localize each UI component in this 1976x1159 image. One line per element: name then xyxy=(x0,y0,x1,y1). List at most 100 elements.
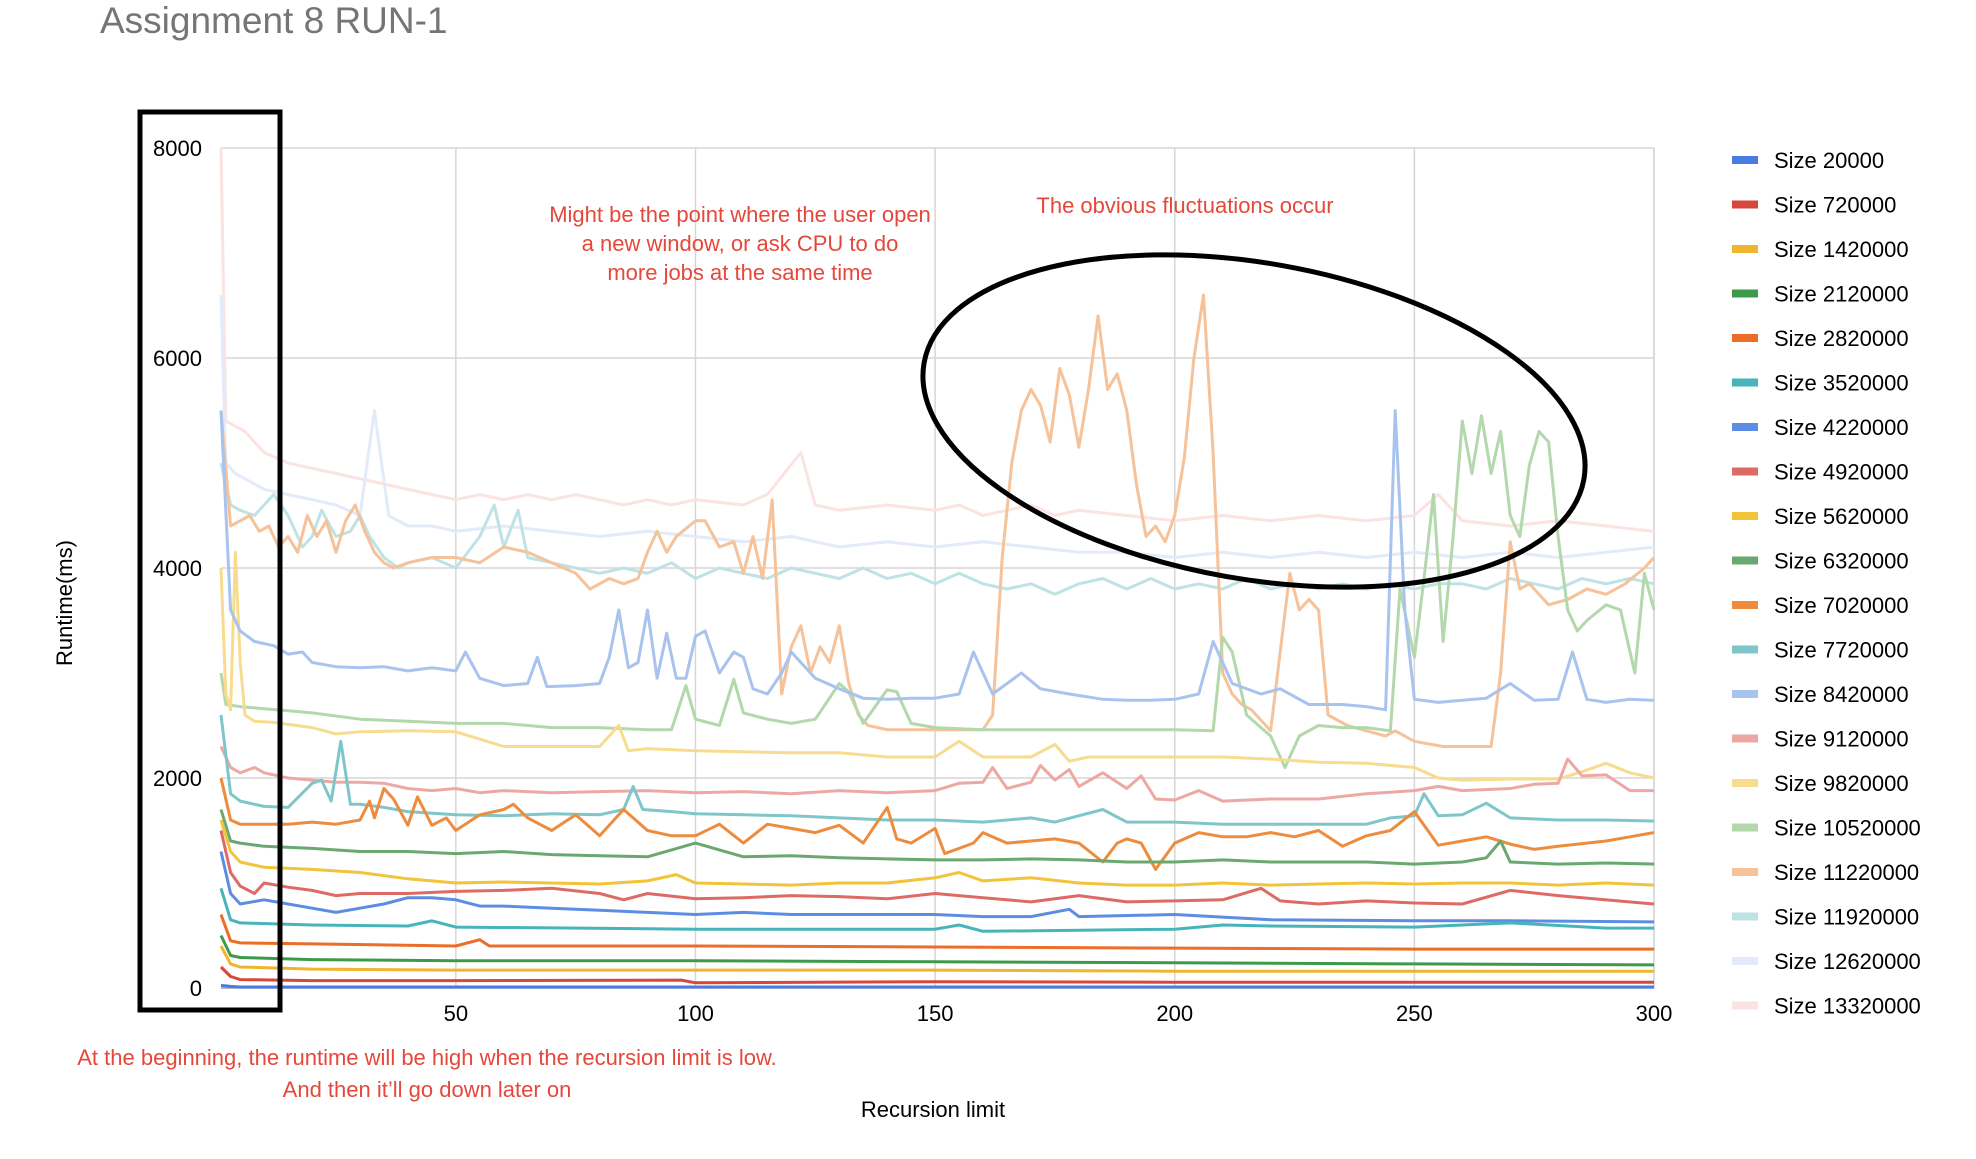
legend-swatch xyxy=(1732,200,1758,209)
series-line xyxy=(219,809,1655,866)
series-line xyxy=(219,294,1655,559)
series-line xyxy=(219,293,1656,748)
legend-swatch xyxy=(1732,512,1758,520)
y-tick-label: 4000 xyxy=(153,556,202,581)
legend-label: Size 11920000 xyxy=(1774,905,1919,930)
legend-item: Size 4920000 xyxy=(1732,460,1909,485)
tick-layer: 50 100 150 200 250 300 0 2000 4000 6000 8000 xyxy=(153,136,1672,1026)
series-line xyxy=(219,819,1655,887)
y-tick-label: 2000 xyxy=(153,766,202,791)
x-axis-label: Recursion limit xyxy=(861,1097,1005,1122)
legend-item: Size 7020000 xyxy=(1732,593,1909,618)
legend-label: Size 4920000 xyxy=(1774,460,1909,485)
legend-label: Size 12620000 xyxy=(1774,949,1921,974)
annotation-peak-line: Might be the point where the user open xyxy=(549,202,931,227)
legend-swatch xyxy=(1732,334,1758,342)
legend-item: Size 10520000 xyxy=(1732,816,1921,841)
y-tick-label: 8000 xyxy=(153,136,202,161)
series-line xyxy=(219,777,1655,871)
legend-swatch xyxy=(1732,289,1758,298)
series-line xyxy=(219,830,1655,906)
legend-item: Size 9120000 xyxy=(1732,727,1909,752)
annotation-peak-line: more jobs at the same time xyxy=(607,260,872,285)
legend-item: Size 20000 xyxy=(1732,148,1884,173)
legend-swatch xyxy=(1732,245,1758,253)
legend-swatch xyxy=(1732,423,1758,431)
fluctuation-ellipse xyxy=(920,252,1588,590)
legend-label: Size 8420000 xyxy=(1774,682,1909,707)
legend-label: Size 7020000 xyxy=(1774,593,1909,618)
legend-label: Size 7720000 xyxy=(1774,638,1909,663)
legend-swatch xyxy=(1732,734,1758,743)
legend-swatch xyxy=(1732,556,1758,565)
legend-label: Size 13320000 xyxy=(1774,994,1921,1019)
highlight-box xyxy=(137,109,283,1013)
y-tick-label: 6000 xyxy=(153,346,202,371)
legend-item: Size 7720000 xyxy=(1732,638,1909,663)
legend-swatch xyxy=(1732,823,1758,832)
series-line xyxy=(219,414,1656,769)
series-line xyxy=(220,983,1654,989)
legend-item: Size 13320000 xyxy=(1732,994,1921,1019)
legend-item: Size 5620000 xyxy=(1732,504,1909,529)
series-line xyxy=(219,913,1654,951)
annotation-begin-line2: And then it’ll go down later on xyxy=(283,1077,572,1102)
legend-label: Size 4220000 xyxy=(1774,415,1909,440)
legend-swatch xyxy=(1732,912,1758,921)
annotation-peak-line: a new window, or ask CPU to do xyxy=(582,231,899,256)
legend-label: Size 11220000 xyxy=(1774,860,1919,885)
legend-label: Size 5620000 xyxy=(1774,504,1909,529)
legend-swatch xyxy=(1732,957,1758,965)
legend-swatch xyxy=(1732,378,1758,387)
legend-label: Size 2820000 xyxy=(1774,326,1909,351)
legend-label: Size 3520000 xyxy=(1774,371,1909,396)
legend-label: Size 20000 xyxy=(1774,148,1884,173)
legend-label: Size 10520000 xyxy=(1774,816,1921,841)
annotation-begin-line1: At the beginning, the runtime will be hi… xyxy=(77,1045,776,1070)
series-layer xyxy=(219,147,1656,989)
legend-label: Size 9120000 xyxy=(1774,727,1909,752)
legend-swatch xyxy=(1732,156,1758,164)
x-tick-label: 300 xyxy=(1636,1001,1673,1026)
series-line xyxy=(219,887,1654,933)
legend-item: Size 6320000 xyxy=(1732,549,1909,574)
legend-swatch xyxy=(1732,779,1758,787)
annotation-peak: Might be the point where the user open a … xyxy=(549,202,931,285)
legend-item: Size 8420000 xyxy=(1732,682,1909,707)
series-line xyxy=(219,945,1654,973)
legend-label: Size 1420000 xyxy=(1774,237,1909,262)
legend-swatch xyxy=(1732,645,1758,654)
x-tick-label: 100 xyxy=(677,1001,714,1026)
y-tick-label: 0 xyxy=(190,976,202,1001)
legend-item: Size 720000 xyxy=(1732,193,1896,218)
legend-label: Size 9820000 xyxy=(1774,771,1909,796)
series-line xyxy=(219,147,1655,533)
x-tick-label: 50 xyxy=(444,1001,468,1026)
legend-swatch xyxy=(1732,1001,1758,1010)
legend-label: Size 6320000 xyxy=(1774,549,1909,574)
x-tick-label: 200 xyxy=(1156,1001,1193,1026)
legend-swatch xyxy=(1732,868,1758,876)
legend-label: Size 720000 xyxy=(1774,193,1896,218)
annotation-fluctuation: The obvious fluctuations occur xyxy=(1036,193,1333,218)
y-axis-label: Runtime(ms) xyxy=(52,540,77,666)
legend-item: Size 2820000 xyxy=(1732,326,1909,351)
chart-title: Assignment 8 RUN-1 xyxy=(100,0,448,41)
legend-swatch xyxy=(1732,690,1758,698)
legend-swatch xyxy=(1732,601,1758,609)
legend-label: Size 2120000 xyxy=(1774,282,1909,307)
legend-item: Size 9820000 xyxy=(1732,771,1909,796)
legend-swatch xyxy=(1732,467,1758,476)
legend: Size 20000 Size 720000 Size 1420000 Size 21… xyxy=(1732,148,1921,1019)
series-line xyxy=(219,550,1655,782)
x-tick-label: 250 xyxy=(1396,1001,1433,1026)
legend-item: Size 11220000 xyxy=(1732,860,1919,885)
legend-item: Size 2120000 xyxy=(1732,282,1909,307)
legend-item: Size 11920000 xyxy=(1732,905,1919,930)
series-line xyxy=(219,934,1655,967)
x-tick-label: 150 xyxy=(917,1001,954,1026)
series-line xyxy=(219,851,1655,924)
series-line xyxy=(219,965,1654,985)
